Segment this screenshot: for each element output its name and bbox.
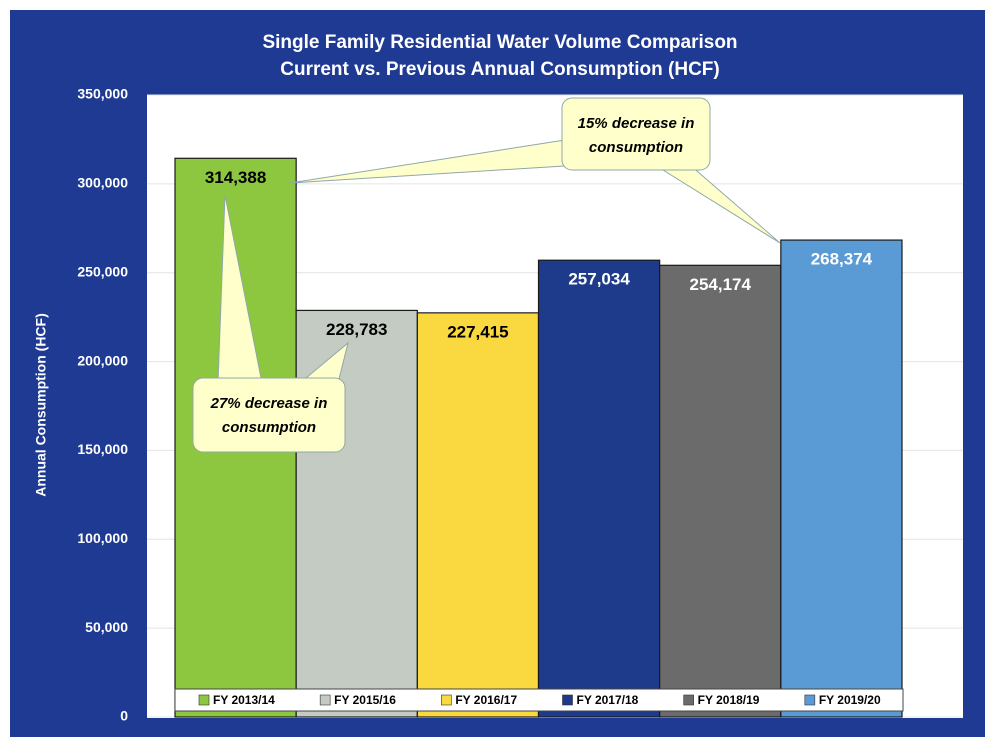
- legend-swatch: [319, 694, 331, 706]
- y-tick-label: 100,000: [77, 530, 128, 546]
- data-label: 228,783: [326, 320, 387, 339]
- data-label: 314,388: [205, 168, 266, 187]
- data-label: 268,374: [811, 250, 873, 269]
- annotation-text: consumption: [589, 139, 683, 156]
- legend-label: FY 2019/20: [819, 693, 881, 707]
- legend-swatch: [562, 694, 573, 706]
- y-tick-label: 50,000: [85, 619, 128, 635]
- chart-subtitle: Current vs. Previous Annual Consumption …: [280, 59, 720, 80]
- y-tick-label: 200,000: [77, 352, 128, 368]
- legend-label: FY 2018/19: [698, 693, 760, 707]
- bar: [416, 312, 540, 718]
- callout-box: [561, 97, 711, 171]
- legend-swatch: [683, 694, 694, 706]
- legend-swatch: [441, 694, 452, 706]
- annotation-text: consumption: [222, 419, 316, 436]
- y-tick-label: 350,000: [77, 86, 128, 102]
- legend-label: FY 2013/14: [213, 693, 275, 707]
- chart-title: Single Family Residential Water Volume C…: [262, 32, 737, 53]
- legend-label: FY 2017/18: [577, 693, 639, 707]
- y-axis-title: Annual Consumption (HCF): [33, 313, 49, 497]
- callout-box: [192, 377, 346, 453]
- data-label: 257,034: [568, 270, 630, 289]
- y-tick-label: 250,000: [77, 263, 128, 279]
- y-tick-label: 150,000: [77, 441, 128, 457]
- annotation-text: 27% decrease in: [210, 395, 328, 412]
- legend-swatch: [198, 694, 210, 706]
- bar: [780, 239, 903, 718]
- bar: [659, 264, 782, 718]
- y-tick-label: 0: [120, 708, 128, 724]
- y-tick-label: 300,000: [77, 175, 128, 191]
- legend-box: [174, 688, 904, 712]
- annotation-text: 15% decrease in: [578, 115, 695, 132]
- legend-label: FY 2016/17: [455, 693, 517, 707]
- data-label: 254,174: [690, 275, 752, 294]
- legend-label: FY 2015/16: [334, 693, 396, 707]
- legend-swatch: [804, 694, 816, 706]
- data-label: 227,415: [447, 322, 508, 341]
- legend: FY 2013/14 FY 2015/16 FY 2016/17 FY 2017/18…: [174, 688, 904, 712]
- annotations: 15% decrease in consumption 27% decrease…: [192, 97, 781, 453]
- bar: [537, 259, 661, 718]
